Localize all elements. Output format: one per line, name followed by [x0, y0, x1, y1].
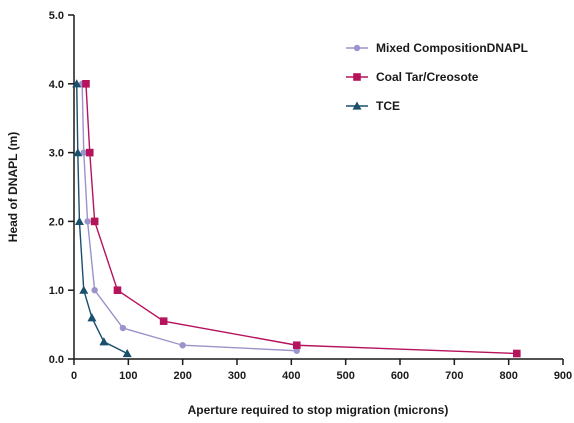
data-point — [79, 285, 89, 294]
x-tick-label: 200 — [173, 370, 191, 382]
x-tick-label: 600 — [391, 370, 409, 382]
y-tick-label: 1.0 — [49, 285, 64, 297]
data-point — [82, 80, 90, 88]
series-coal-tar-creosote — [82, 80, 521, 358]
y-tick-label: 0.0 — [49, 354, 64, 366]
series-line — [85, 83, 517, 355]
data-point — [80, 149, 87, 156]
series-mixed-compositiondnapl — [78, 80, 300, 354]
data-point — [85, 148, 94, 157]
series-tce — [72, 79, 132, 358]
x-tick-label: 0 — [71, 370, 77, 382]
series-layer — [72, 79, 521, 358]
y-tick-label: 5.0 — [49, 10, 64, 22]
y-tick-label: 2.0 — [49, 216, 64, 228]
data-point — [159, 317, 168, 325]
data-point — [179, 342, 186, 349]
legend: Mixed CompositionDNAPL Coal Tar/Creosote T… — [346, 41, 528, 113]
data-point — [292, 341, 301, 350]
data-point — [119, 324, 127, 332]
legend-label: Mixed CompositionDNAPL — [376, 41, 528, 55]
data-point — [99, 337, 109, 346]
legend-item: TCE — [346, 99, 400, 113]
data-point — [513, 349, 521, 358]
legend-item: Mixed CompositionDNAPL — [346, 41, 528, 55]
data-point — [113, 286, 122, 294]
x-tick-label: 500 — [336, 370, 354, 382]
y-tick-label: 3.0 — [49, 148, 64, 160]
data-point — [73, 148, 83, 157]
axes: 0.0 1.0 2.0 3.0 4.0 5.0 0 100 200 300 400 500 600 700… — [49, 10, 572, 382]
data-point — [91, 287, 98, 294]
legend-label: TCE — [376, 99, 400, 113]
y-tick-label: 4.0 — [49, 79, 64, 91]
legend-marker — [353, 44, 361, 52]
data-point — [293, 347, 300, 354]
x-tick-label: 900 — [554, 370, 572, 382]
data-point — [87, 313, 97, 322]
x-tick-label: 700 — [445, 370, 463, 382]
data-point — [90, 217, 99, 226]
x-tick-label: 800 — [499, 370, 517, 382]
data-point — [72, 79, 82, 88]
data-point — [122, 348, 132, 358]
data-point — [84, 218, 91, 225]
legend-label: Coal Tar/Creosote — [376, 70, 479, 84]
legend-marker — [352, 101, 362, 110]
data-point — [74, 216, 84, 225]
x-tick-label: 400 — [282, 370, 300, 382]
y-axis-title: Head of DNAPL (m) — [6, 132, 20, 242]
x-tick-label: 300 — [228, 370, 246, 382]
legend-item: Coal Tar/Creosote — [346, 70, 479, 84]
legend-marker — [353, 73, 361, 81]
x-tick-label: 100 — [119, 370, 137, 382]
series-line — [76, 83, 128, 355]
x-axis-title: Aperture required to stop migration (mic… — [188, 403, 449, 417]
series-line — [81, 83, 297, 352]
